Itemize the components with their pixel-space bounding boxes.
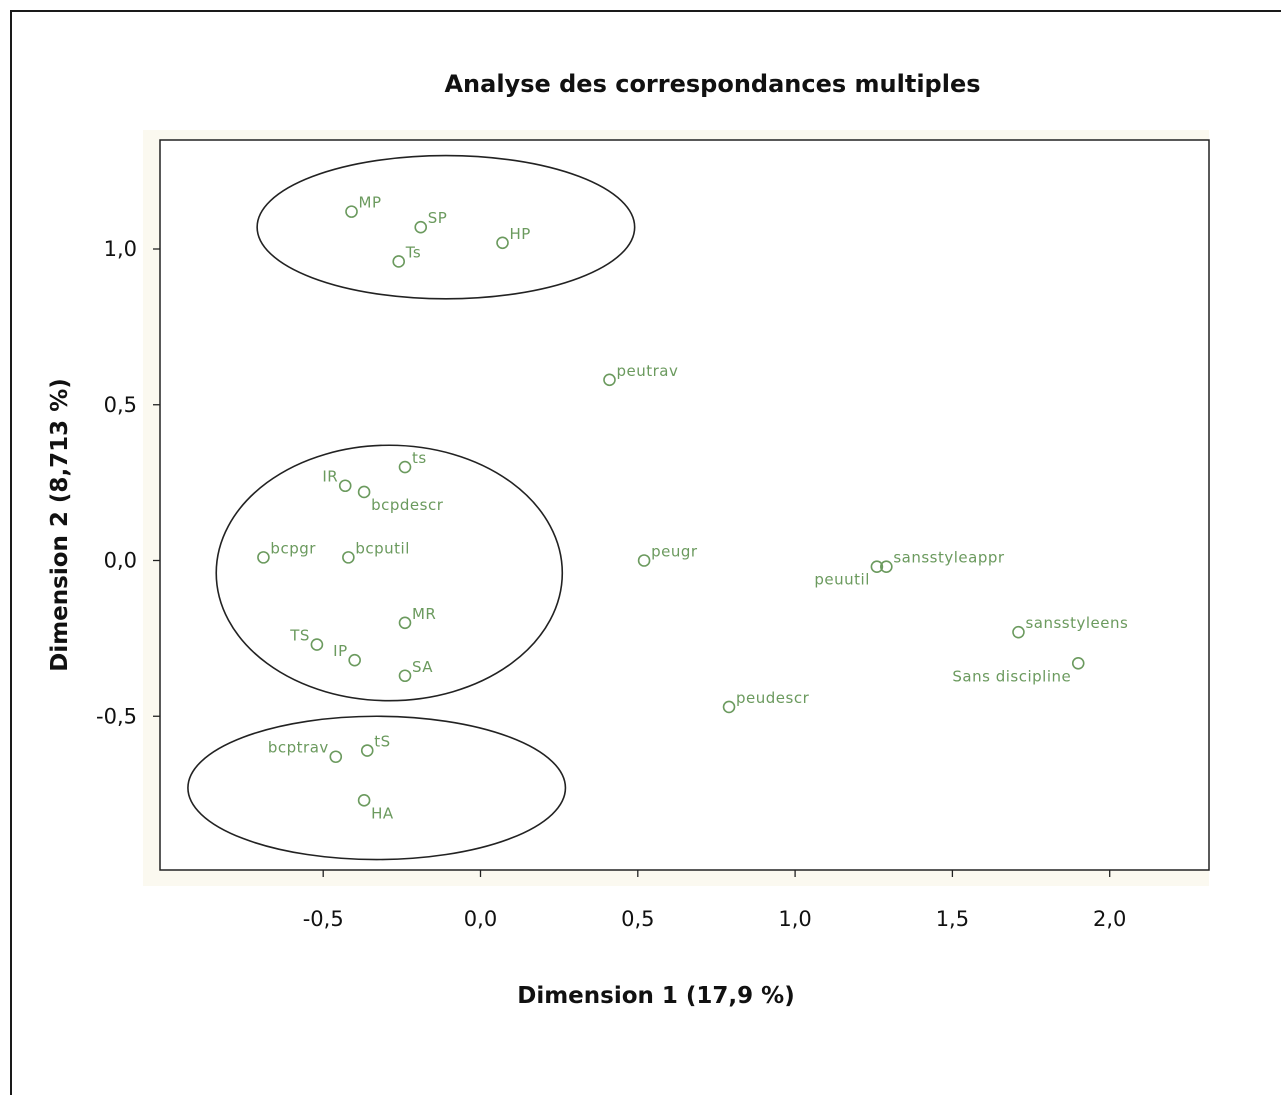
point-bcpdescr	[357, 485, 371, 499]
point-label-peutrav: peutrav	[616, 362, 678, 380]
point-label-bcpgr: bcpgr	[270, 539, 316, 557]
plot-area	[159, 139, 1210, 871]
point-label-mr: MR	[412, 605, 436, 623]
y-tick-label: 0,5	[104, 393, 137, 417]
point-label-ts: tS	[374, 733, 390, 751]
point-label-peuutil: peuutil	[814, 571, 869, 589]
point-label-sans-discipline: Sans discipline	[952, 667, 1071, 685]
point-ha	[357, 794, 371, 807]
point-label-ts: Ts	[405, 243, 422, 261]
point-label-bcputil: bcputil	[355, 539, 410, 557]
point-label-bcpdescr: bcpdescr	[371, 496, 444, 514]
point-peutrav	[603, 373, 616, 387]
point-label-ip: IP	[333, 642, 347, 660]
point-label-ir: IR	[322, 468, 338, 486]
point-bcputil	[342, 551, 355, 564]
point-ts	[392, 255, 406, 268]
group-ellipse-1	[256, 154, 636, 300]
point-peudescr	[722, 700, 736, 714]
x-axis-label: Dimension 1 (17,9 %)	[517, 983, 795, 1009]
x-tick-label: 0,5	[621, 907, 654, 931]
point-sa	[398, 669, 412, 683]
point-bcpgr	[257, 551, 270, 564]
group-ellipse-3	[187, 715, 567, 861]
point-sansstyleappr	[880, 560, 893, 574]
y-tick-label: -0,5	[96, 704, 137, 728]
point-label-mp: MP	[359, 194, 382, 212]
group-ellipse-2	[215, 444, 564, 702]
x-tick-label: 2,0	[1093, 907, 1126, 931]
point-sans-discipline	[1071, 656, 1085, 670]
point-hp	[496, 236, 509, 250]
point-label-bcptrav: bcptrav	[268, 739, 329, 757]
point-label-ha: HA	[371, 804, 394, 822]
x-tick-label: 0,0	[464, 907, 497, 931]
y-tick-label: 0,0	[104, 549, 137, 573]
point-sp	[414, 220, 428, 234]
point-label-sansstyleappr: sansstyleappr	[893, 549, 1005, 567]
point-mr	[398, 616, 412, 630]
point-label-sansstyleens: sansstyleens	[1025, 614, 1128, 632]
point-ts	[310, 638, 324, 651]
x-tick-label: 1,0	[778, 907, 811, 931]
point-ts	[398, 460, 412, 474]
chart-frame	[10, 10, 1281, 1095]
point-peugr	[637, 554, 651, 567]
x-tick-label: 1,5	[936, 907, 969, 931]
y-tick-label: 1,0	[104, 237, 137, 261]
point-label-peudescr: peudescr	[736, 689, 810, 707]
point-ip	[348, 653, 361, 667]
point-ir	[338, 479, 352, 493]
point-label-sa: SA	[412, 658, 433, 676]
point-ts	[360, 744, 374, 757]
point-label-ts: ts	[412, 449, 427, 467]
x-tick-label: -0,5	[303, 907, 344, 931]
chart-title: Analyse des correspondances multiples	[444, 70, 981, 98]
point-label-sp: SP	[428, 209, 448, 227]
point-sansstyleens	[1012, 625, 1025, 639]
point-peuutil	[870, 560, 884, 574]
point-bcptrav	[329, 750, 343, 764]
point-mp	[345, 205, 358, 218]
point-label-peugr: peugr	[651, 543, 698, 561]
point-label-ts: TS	[289, 627, 310, 645]
point-label-hp: HP	[510, 225, 531, 243]
